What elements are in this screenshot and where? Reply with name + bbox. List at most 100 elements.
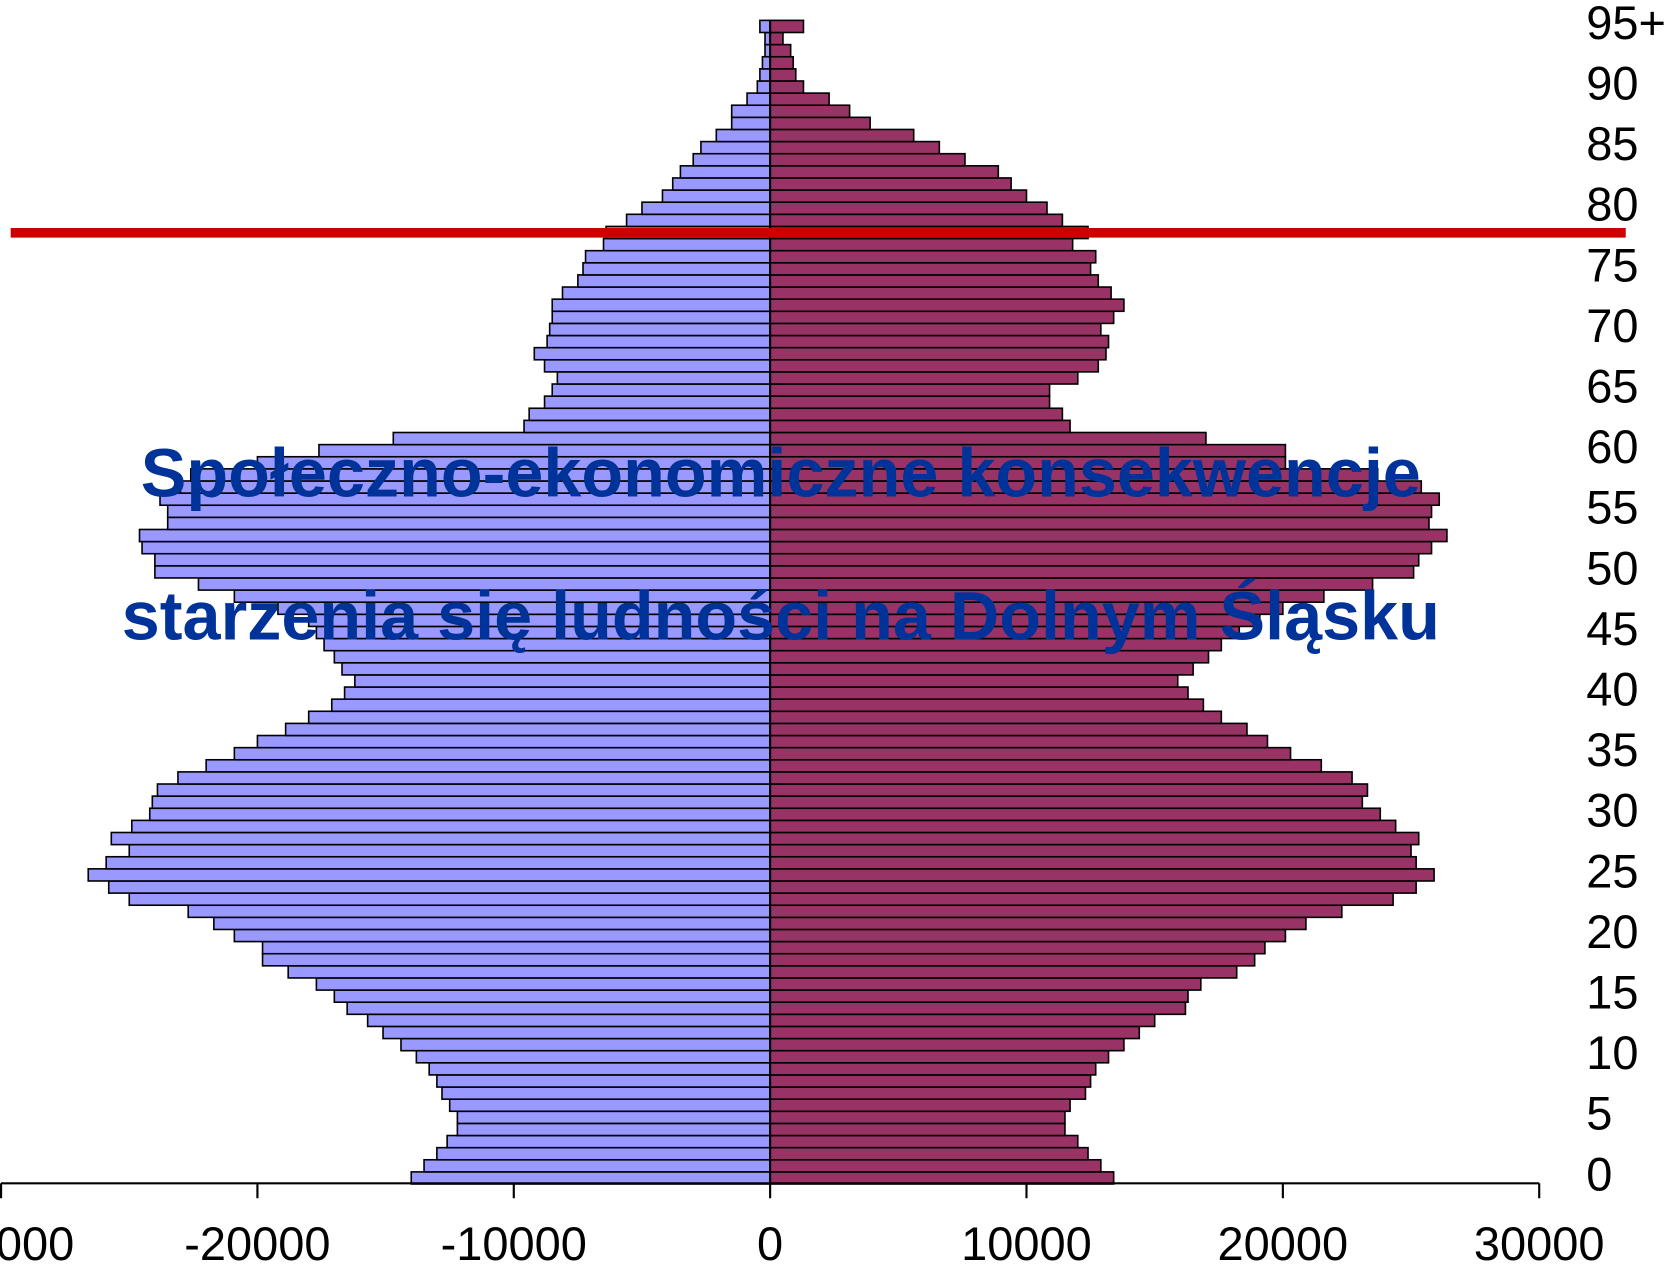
bar bbox=[423, 1158, 771, 1173]
bar bbox=[769, 19, 805, 34]
bar bbox=[436, 1074, 771, 1088]
bar bbox=[769, 104, 851, 119]
bar bbox=[546, 334, 771, 349]
bar bbox=[154, 565, 771, 579]
bar bbox=[769, 1025, 1141, 1040]
bar bbox=[436, 1146, 771, 1161]
bar bbox=[700, 140, 771, 155]
bar bbox=[533, 346, 771, 361]
bar bbox=[428, 1061, 771, 1076]
bar bbox=[769, 140, 941, 155]
y-tick-label: 45 bbox=[1586, 602, 1638, 655]
bar bbox=[769, 940, 1266, 955]
bar bbox=[769, 383, 1051, 397]
bar bbox=[548, 322, 771, 337]
bar bbox=[769, 892, 1394, 907]
bar bbox=[769, 771, 1353, 785]
bar bbox=[769, 371, 1079, 385]
bar bbox=[769, 1013, 1156, 1028]
bar bbox=[769, 952, 1256, 967]
bar bbox=[138, 528, 771, 543]
bar bbox=[456, 1122, 771, 1137]
bar bbox=[543, 358, 771, 373]
bar bbox=[110, 831, 771, 846]
bar bbox=[551, 298, 771, 313]
bar bbox=[769, 928, 1287, 943]
bar bbox=[769, 746, 1292, 761]
bar bbox=[769, 80, 805, 94]
bar bbox=[284, 722, 771, 737]
bar bbox=[330, 698, 771, 713]
bar bbox=[769, 686, 1189, 700]
x-tick-label: 0 bbox=[757, 1217, 783, 1270]
bar bbox=[177, 771, 771, 785]
bar bbox=[769, 310, 1115, 325]
bar bbox=[261, 952, 771, 967]
bar bbox=[769, 565, 1415, 579]
bar bbox=[661, 189, 771, 203]
y-tick-label: 30 bbox=[1586, 784, 1638, 837]
bar bbox=[561, 286, 771, 300]
bar bbox=[769, 1134, 1079, 1149]
bar bbox=[448, 1098, 771, 1113]
bar bbox=[769, 92, 830, 107]
bar bbox=[769, 1049, 1110, 1064]
y-tick-label: 60 bbox=[1586, 420, 1638, 473]
y-tick-label: 75 bbox=[1586, 238, 1638, 291]
bar bbox=[261, 940, 771, 955]
bar bbox=[769, 977, 1202, 991]
bar bbox=[730, 104, 771, 119]
bar bbox=[400, 1037, 771, 1052]
bar bbox=[528, 407, 771, 422]
bar bbox=[769, 249, 1097, 264]
bar bbox=[759, 68, 771, 82]
bar bbox=[769, 540, 1433, 555]
y-tick-label: 95+ bbox=[1586, 0, 1666, 49]
bar bbox=[756, 80, 771, 94]
bar bbox=[769, 698, 1205, 713]
bar bbox=[105, 855, 771, 870]
bar bbox=[769, 407, 1064, 422]
bar bbox=[87, 868, 771, 882]
bar bbox=[141, 540, 771, 555]
title-line: Społeczno-ekonomiczne konsekwencje bbox=[141, 436, 1421, 512]
bar bbox=[769, 128, 915, 143]
bar bbox=[131, 819, 771, 834]
bar bbox=[769, 1001, 1187, 1016]
bar bbox=[769, 843, 1412, 858]
bar bbox=[456, 1110, 771, 1125]
bar bbox=[307, 710, 771, 725]
bar bbox=[769, 55, 795, 70]
bar bbox=[769, 661, 1194, 676]
bar bbox=[769, 795, 1364, 810]
bar bbox=[641, 201, 771, 216]
bar bbox=[769, 710, 1223, 725]
bar bbox=[769, 213, 1064, 228]
y-tick-label: 35 bbox=[1586, 723, 1638, 776]
bar bbox=[410, 1171, 771, 1185]
bar bbox=[769, 855, 1417, 870]
bar bbox=[746, 92, 771, 107]
y-tick-label: 85 bbox=[1586, 117, 1638, 170]
bar bbox=[582, 261, 771, 276]
bar bbox=[769, 1061, 1097, 1076]
bar bbox=[715, 128, 771, 143]
bar bbox=[343, 686, 771, 700]
bar bbox=[769, 880, 1417, 894]
bar bbox=[769, 783, 1369, 797]
bar bbox=[769, 868, 1435, 882]
bar bbox=[577, 274, 771, 288]
bar bbox=[769, 1122, 1066, 1137]
bar bbox=[205, 758, 771, 773]
bar bbox=[769, 1098, 1071, 1113]
title-line: starzenia się ludności na Dolnym Śląsku bbox=[122, 579, 1440, 655]
bar bbox=[156, 783, 771, 797]
bar bbox=[769, 758, 1323, 773]
bar bbox=[315, 977, 771, 991]
bar bbox=[523, 419, 771, 434]
x-tick-label: 20000 bbox=[1218, 1217, 1349, 1270]
bar bbox=[415, 1049, 771, 1064]
bar bbox=[769, 831, 1420, 846]
bar bbox=[769, 261, 1092, 276]
bar bbox=[366, 1013, 771, 1028]
